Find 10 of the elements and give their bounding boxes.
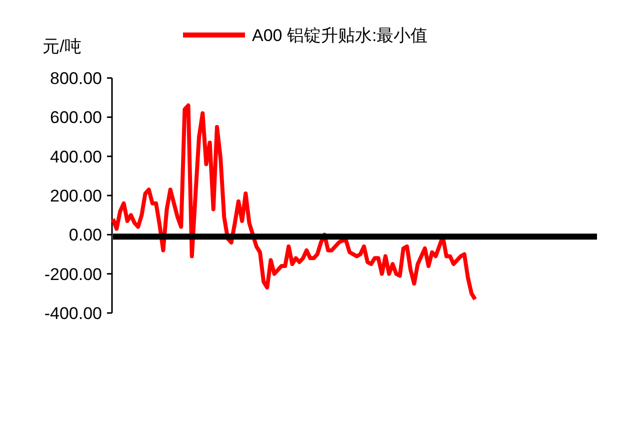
y-tick-label: 800.00: [50, 69, 102, 88]
y-axis-title: 元/吨: [42, 37, 82, 56]
legend-label: A00 铝锭升贴水:最小值: [252, 26, 428, 45]
y-tick-label: 400.00: [50, 147, 102, 166]
y-tick-label: 0.00: [68, 226, 102, 245]
line-series: [111, 103, 478, 302]
y-tick-label: 600.00: [50, 108, 102, 128]
y-tick-label: -200.00: [44, 264, 102, 284]
y-tick-label: 200.00: [50, 186, 102, 206]
y-tick-label: -400.00: [44, 304, 102, 323]
